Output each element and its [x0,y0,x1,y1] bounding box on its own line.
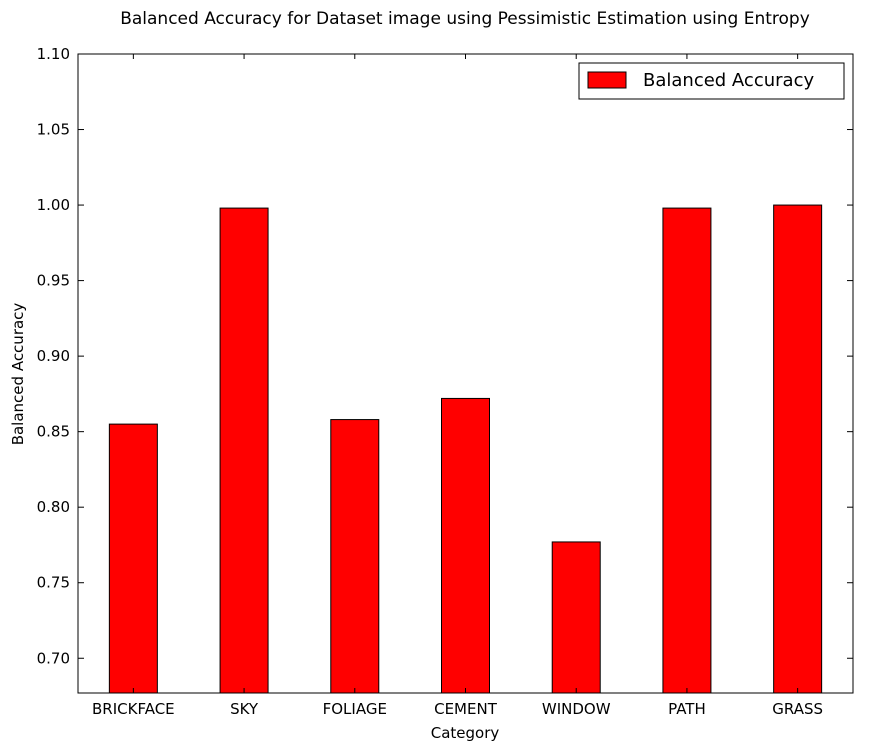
legend: Balanced Accuracy [578,62,845,100]
y-tick-label: 0.95 [37,272,70,290]
x-tick-label: SKY [230,700,259,718]
y-tick-label: 0.80 [37,498,70,516]
x-tick-label: WINDOW [542,700,611,718]
x-axis-label: Category [431,724,500,742]
y-tick-label: 1.00 [37,196,70,214]
x-tick-label: BRICKFACE [92,700,175,718]
y-tick-label: 1.10 [37,45,70,63]
bar [441,397,490,694]
x-tick-label: CEMENT [434,700,498,718]
x-tick-label: FOLIAGE [323,700,387,718]
y-tick-label: 1.05 [37,121,70,139]
bar [108,423,158,694]
plot-frame [77,53,854,694]
bar [219,207,269,694]
y-axis-label: Balanced Accuracy [9,303,27,446]
y-tick-label: 0.70 [37,649,70,667]
x-axis: BRICKFACE SKY FOLIAGE CEMENT WINDOW PATH GRASS [92,54,823,718]
bar [551,541,601,694]
y-tick-label: 0.75 [37,574,70,592]
x-tick-label: GRASS [772,700,823,718]
legend-label: Balanced Accuracy [643,70,814,91]
y-tick-label: 0.90 [37,347,70,365]
x-tick-label: PATH [668,700,706,718]
y-tick-label: 0.85 [37,423,70,441]
chart-title: Balanced Accuracy for Dataset image usin… [120,9,810,29]
y-axis: 0.70 0.75 0.80 0.85 0.90 0.95 1.00 1.05 1.10 [37,45,853,667]
bar [662,207,712,694]
bar [330,419,380,694]
bars-group [108,204,823,694]
legend-swatch [587,71,627,89]
bar [773,204,823,694]
